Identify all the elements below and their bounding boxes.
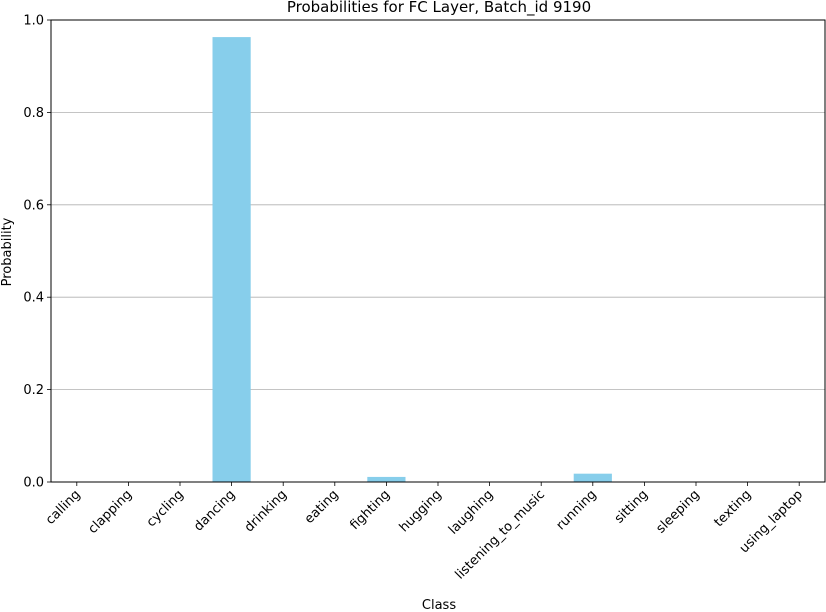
x-axis: calling clapping cycling dancing drinking eat… xyxy=(43,482,806,583)
x-axis-label: Class xyxy=(422,598,456,612)
bar-running xyxy=(573,473,612,482)
x-tick-label: calling xyxy=(43,487,84,528)
y-axis: 0.0 0.2 0.4 0.6 0.8 1.0 xyxy=(23,14,51,491)
x-tick-label: sitting xyxy=(612,487,651,526)
bar-dancing xyxy=(212,37,251,483)
x-tick-label: drinking xyxy=(242,487,290,535)
bars xyxy=(57,37,819,483)
y-tick-label: 0.6 xyxy=(23,198,44,213)
y-tick-label: 0.0 xyxy=(23,476,44,491)
x-tick-label: dancing xyxy=(191,487,238,534)
grid-lines xyxy=(51,19,825,483)
plot-frame xyxy=(50,19,826,483)
x-tick-label: eating xyxy=(302,487,342,527)
x-tick-label: laughing xyxy=(446,487,497,538)
bar-fighting xyxy=(367,476,406,482)
x-tick-label: running xyxy=(554,487,600,533)
chart-title: Probabilities for FC Layer, Batch_id 919… xyxy=(287,0,591,17)
x-tick-label: fighting xyxy=(347,487,393,533)
y-axis-label: Probability xyxy=(0,217,15,286)
y-tick-label: 0.4 xyxy=(23,291,44,306)
y-tick-label: 0.2 xyxy=(23,383,44,398)
x-tick-label: texting xyxy=(711,487,754,530)
x-tick-label: listening_to_music xyxy=(453,487,548,582)
x-tick-label: sleeping xyxy=(654,487,703,536)
x-tick-label: clapping xyxy=(85,487,135,537)
x-tick-label: hugging xyxy=(397,487,445,535)
y-tick-label: 0.8 xyxy=(23,106,44,121)
x-tick-label: cycling xyxy=(144,487,187,530)
y-tick-label: 1.0 xyxy=(23,14,44,29)
